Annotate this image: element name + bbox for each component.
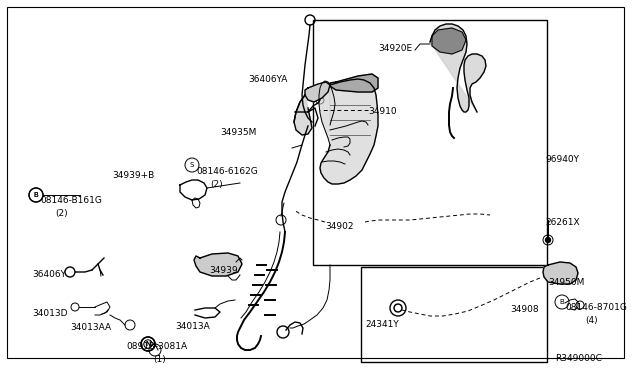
Text: 34902: 34902 <box>325 222 353 231</box>
Text: B: B <box>34 192 38 198</box>
Text: 26261X: 26261X <box>545 218 580 227</box>
Text: (2): (2) <box>210 180 223 189</box>
Polygon shape <box>432 28 466 54</box>
Text: (2): (2) <box>55 209 68 218</box>
Text: 34908: 34908 <box>510 305 539 314</box>
Text: 34920E: 34920E <box>378 44 412 53</box>
Text: B: B <box>34 192 38 198</box>
Text: 34939: 34939 <box>209 266 237 275</box>
Text: B: B <box>559 299 564 305</box>
Text: 34013A: 34013A <box>175 322 210 331</box>
Text: 24341Y: 24341Y <box>365 320 399 329</box>
Bar <box>313 20 547 265</box>
Text: 34013AA: 34013AA <box>70 323 111 332</box>
Polygon shape <box>430 24 486 112</box>
Text: 36406YA: 36406YA <box>248 75 287 84</box>
Polygon shape <box>543 262 578 284</box>
Text: 96940Y: 96940Y <box>545 155 579 164</box>
Polygon shape <box>194 253 242 276</box>
Text: (1): (1) <box>153 355 166 364</box>
Text: N: N <box>145 341 150 347</box>
Text: 34935M: 34935M <box>220 128 257 137</box>
Text: 36406Y: 36406Y <box>32 270 66 279</box>
Text: 08146-6162G: 08146-6162G <box>196 167 258 176</box>
Circle shape <box>144 340 152 348</box>
Text: 34939+B: 34939+B <box>112 171 154 180</box>
Text: N: N <box>145 341 150 347</box>
Circle shape <box>396 305 401 311</box>
Polygon shape <box>319 79 378 184</box>
Text: 34013D: 34013D <box>32 309 67 318</box>
Text: R349000C: R349000C <box>555 354 602 363</box>
Polygon shape <box>330 74 378 92</box>
Text: 34910: 34910 <box>368 107 397 116</box>
Polygon shape <box>305 82 330 102</box>
Polygon shape <box>294 95 312 135</box>
Circle shape <box>394 304 402 312</box>
Text: 08918-3081A: 08918-3081A <box>126 342 187 351</box>
Text: 34950M: 34950M <box>548 278 584 287</box>
Text: 08146-8701G: 08146-8701G <box>565 303 627 312</box>
Bar <box>361 267 547 362</box>
Text: S: S <box>190 162 194 168</box>
Circle shape <box>145 341 151 347</box>
Text: (4): (4) <box>585 316 598 325</box>
Circle shape <box>545 237 550 243</box>
Text: 08146-B161G: 08146-B161G <box>40 196 102 205</box>
